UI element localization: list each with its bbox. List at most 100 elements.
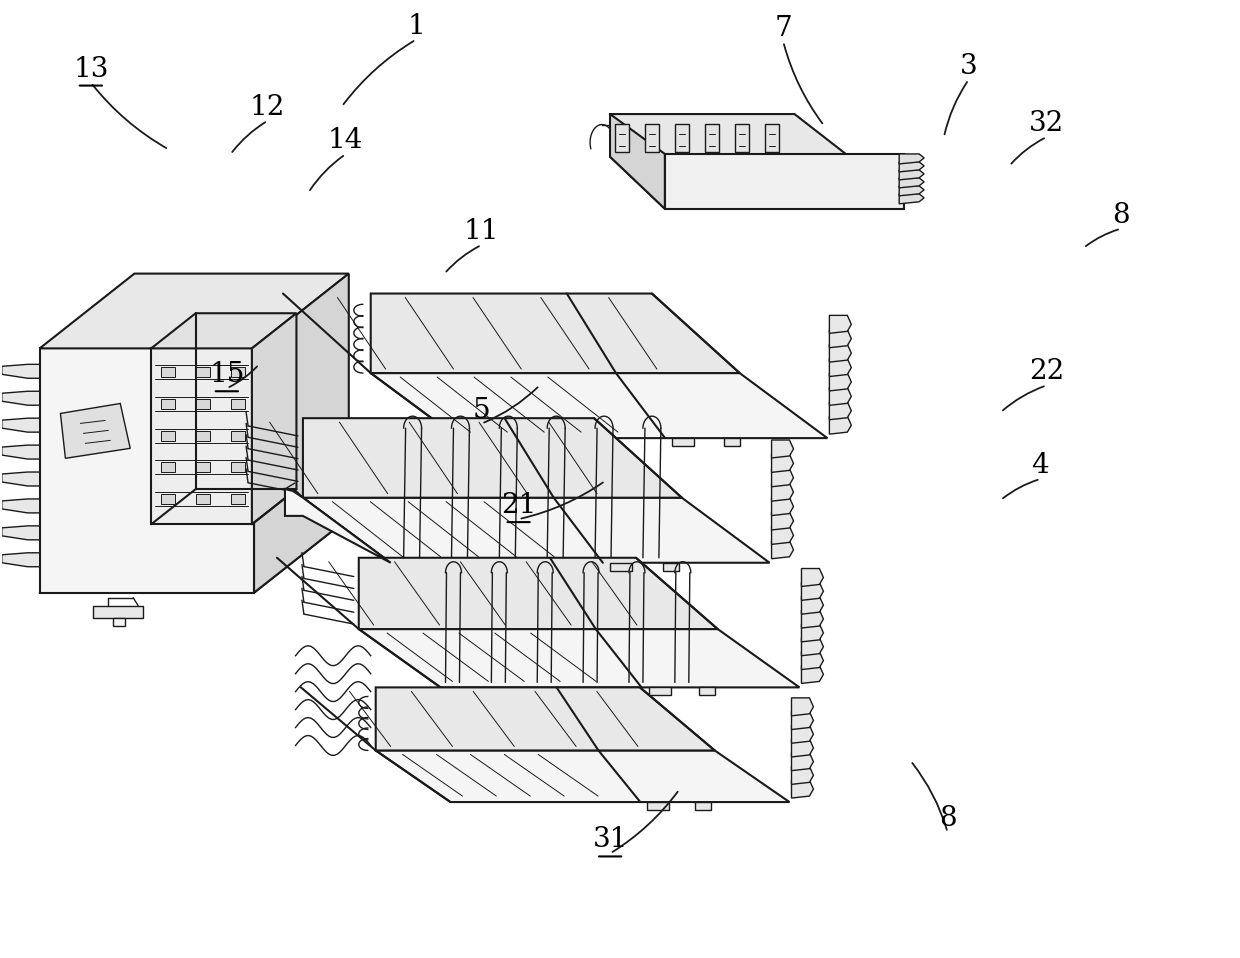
- Polygon shape: [791, 697, 813, 716]
- Polygon shape: [724, 438, 740, 446]
- Polygon shape: [791, 753, 813, 770]
- Polygon shape: [675, 124, 688, 151]
- Polygon shape: [734, 124, 749, 151]
- Polygon shape: [665, 154, 904, 209]
- Polygon shape: [771, 541, 794, 559]
- Text: 21: 21: [501, 492, 537, 519]
- Polygon shape: [830, 416, 852, 434]
- Polygon shape: [376, 688, 714, 750]
- Polygon shape: [830, 401, 852, 420]
- Polygon shape: [161, 430, 175, 441]
- Text: 13: 13: [73, 56, 109, 82]
- Polygon shape: [899, 194, 924, 204]
- Polygon shape: [899, 170, 924, 180]
- Polygon shape: [830, 358, 852, 376]
- Polygon shape: [791, 712, 813, 730]
- Polygon shape: [694, 802, 711, 810]
- Polygon shape: [771, 497, 794, 515]
- Polygon shape: [303, 419, 682, 498]
- Polygon shape: [376, 750, 790, 802]
- Polygon shape: [285, 489, 391, 562]
- Polygon shape: [899, 186, 924, 195]
- Polygon shape: [40, 274, 348, 349]
- Polygon shape: [801, 568, 823, 586]
- Polygon shape: [663, 562, 680, 571]
- Polygon shape: [196, 399, 210, 409]
- Text: 8: 8: [939, 806, 956, 833]
- Polygon shape: [1, 526, 40, 539]
- Polygon shape: [899, 154, 924, 164]
- Polygon shape: [1, 445, 40, 459]
- Polygon shape: [151, 349, 252, 524]
- Text: 15: 15: [210, 361, 244, 388]
- Polygon shape: [771, 512, 794, 530]
- Polygon shape: [610, 114, 665, 209]
- Polygon shape: [358, 629, 800, 688]
- Polygon shape: [699, 688, 715, 696]
- Polygon shape: [801, 610, 823, 628]
- Polygon shape: [801, 582, 823, 601]
- Polygon shape: [196, 494, 210, 504]
- Polygon shape: [1, 364, 40, 378]
- Polygon shape: [801, 624, 823, 642]
- Polygon shape: [791, 725, 813, 743]
- Polygon shape: [231, 367, 244, 376]
- Polygon shape: [830, 330, 852, 348]
- Text: 5: 5: [472, 397, 490, 423]
- Text: 11: 11: [464, 218, 500, 245]
- Polygon shape: [40, 349, 254, 593]
- Polygon shape: [231, 430, 244, 441]
- Polygon shape: [704, 124, 719, 151]
- Polygon shape: [830, 344, 852, 362]
- Polygon shape: [303, 498, 770, 562]
- Polygon shape: [1, 472, 40, 486]
- Polygon shape: [801, 596, 823, 614]
- Polygon shape: [371, 373, 827, 438]
- Polygon shape: [899, 162, 924, 171]
- Polygon shape: [801, 666, 823, 683]
- Polygon shape: [801, 638, 823, 655]
- Text: 8: 8: [1112, 202, 1130, 229]
- Polygon shape: [610, 562, 632, 571]
- Polygon shape: [371, 293, 739, 373]
- Polygon shape: [151, 313, 296, 349]
- Polygon shape: [615, 124, 629, 151]
- Polygon shape: [801, 651, 823, 670]
- Polygon shape: [610, 114, 849, 157]
- Polygon shape: [196, 430, 210, 441]
- Polygon shape: [1, 499, 40, 513]
- Polygon shape: [765, 124, 779, 151]
- Polygon shape: [93, 605, 143, 618]
- Polygon shape: [196, 367, 210, 376]
- Text: 4: 4: [1032, 452, 1049, 479]
- Polygon shape: [254, 274, 348, 593]
- Polygon shape: [1, 419, 40, 432]
- Polygon shape: [161, 399, 175, 409]
- Polygon shape: [791, 739, 813, 757]
- Polygon shape: [161, 463, 175, 472]
- Polygon shape: [830, 373, 852, 391]
- Polygon shape: [231, 399, 244, 409]
- Polygon shape: [610, 157, 904, 209]
- Polygon shape: [161, 494, 175, 504]
- Text: 12: 12: [250, 94, 285, 121]
- Polygon shape: [771, 526, 794, 544]
- Polygon shape: [358, 558, 718, 629]
- Polygon shape: [649, 688, 671, 696]
- Polygon shape: [791, 766, 813, 785]
- Polygon shape: [830, 315, 852, 333]
- Polygon shape: [231, 494, 244, 504]
- Text: 7: 7: [774, 14, 792, 41]
- Polygon shape: [771, 483, 794, 501]
- Polygon shape: [672, 438, 694, 446]
- Polygon shape: [1, 391, 40, 405]
- Polygon shape: [645, 124, 658, 151]
- Polygon shape: [113, 618, 125, 626]
- Text: 1: 1: [407, 12, 425, 39]
- Polygon shape: [791, 780, 813, 798]
- Polygon shape: [196, 463, 210, 472]
- Text: 31: 31: [593, 827, 627, 854]
- Polygon shape: [899, 178, 924, 188]
- Polygon shape: [771, 468, 794, 487]
- Polygon shape: [161, 367, 175, 376]
